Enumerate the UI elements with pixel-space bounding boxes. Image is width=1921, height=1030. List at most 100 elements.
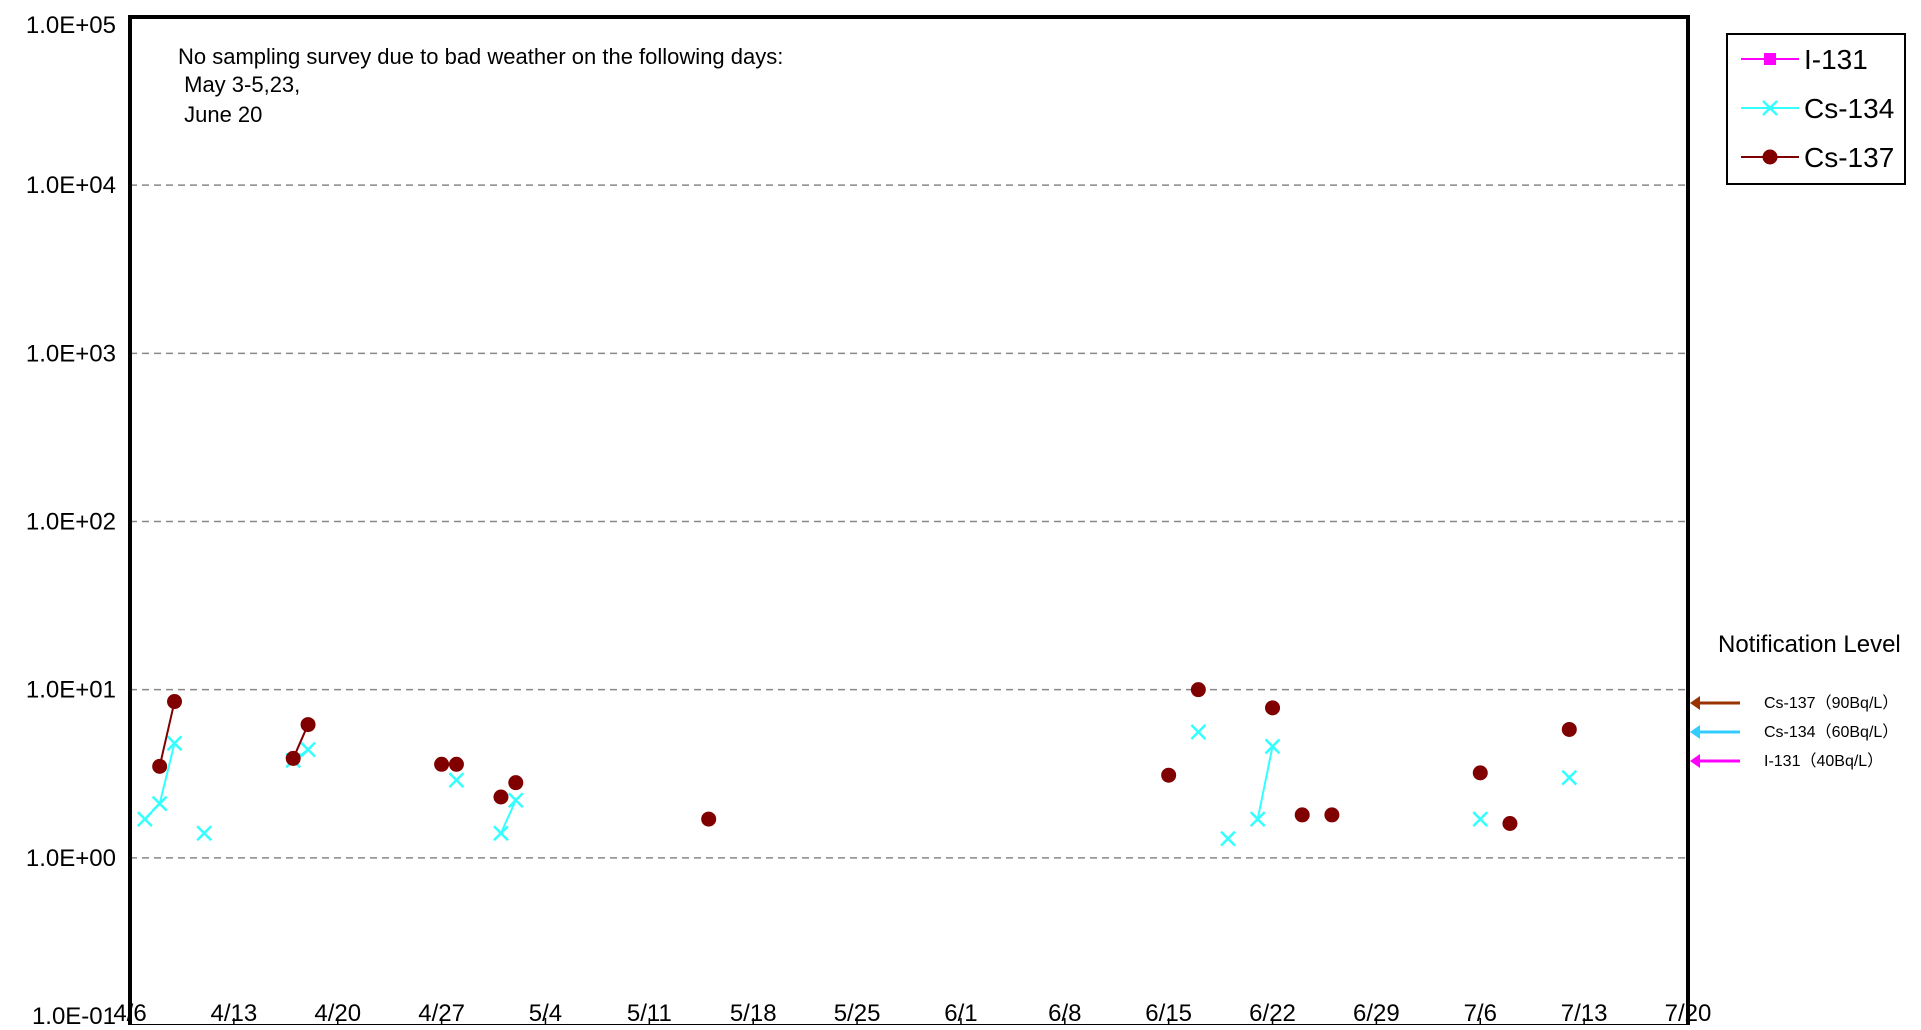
series-cs-134 [136, 724, 1578, 847]
data-point-cs-137 [493, 789, 509, 805]
data-point-cs-134 [166, 735, 183, 752]
data-point-cs-134 [493, 825, 509, 842]
marker-stroke [151, 795, 168, 812]
series-line-cs-134 [144, 743, 176, 820]
data-point-cs-137 [1294, 807, 1310, 823]
data-point-cs-137 [1161, 767, 1177, 783]
y-tick-label: 1.0E+02 [26, 509, 116, 536]
notification-label-cs-137: Cs-137（90Bq/L） [1764, 694, 1898, 712]
data-point-cs-134 [136, 811, 153, 827]
x-tick-label: 6/29 [1353, 1000, 1400, 1025]
data-point-cs-137 [1265, 700, 1281, 716]
series-cs-137 [152, 682, 1577, 832]
x-tick-label: 4/6 [113, 1000, 146, 1025]
x-tick-label: 5/25 [834, 1000, 881, 1025]
series-line-cs-134 [500, 799, 517, 834]
data-point-cs-134 [1249, 811, 1266, 827]
data-point-cs-137 [448, 756, 464, 772]
marker-stroke [1762, 100, 1778, 116]
x-tick-label: 6/15 [1145, 1000, 1192, 1025]
annotation-line-1: No sampling survey due to bad weather on… [178, 44, 783, 69]
legend-label-i-131: I-131 [1804, 44, 1868, 75]
data-point-cs-134 [151, 795, 168, 812]
marker-stroke [1249, 811, 1266, 827]
x-tick-label: 4/27 [418, 1000, 465, 1025]
data-point-cs-137 [701, 811, 717, 827]
legend: I-131 Cs-134 Cs-137 [1726, 33, 1906, 185]
data-point-cs-137 [434, 756, 450, 772]
data-point-cs-134 [1472, 811, 1489, 827]
marker-stroke [493, 825, 509, 842]
x-tick-label: 6/22 [1249, 1000, 1296, 1025]
legend-marker-cs-137 [1762, 149, 1778, 165]
marker-stroke [507, 792, 524, 809]
marker-stroke [1472, 811, 1489, 827]
y-tick-label: 1.0E+03 [26, 340, 116, 367]
x-tick-label: 6/1 [944, 1000, 977, 1025]
data-point-cs-137 [167, 694, 183, 710]
marker-stroke [166, 735, 183, 752]
marker-stroke [300, 741, 316, 758]
x-axis-tick-labels: 4/6 4/13 4/20 4/27 5/4 5/11 5/18 5/25 6/1 6/8 6/15… [113, 1000, 1712, 1027]
notification-levels: Notification Level Cs-137（90Bq/L） Cs-134（6… [1690, 631, 1901, 770]
y-axis-tick-labels: 1.0E-01 1.0E+00 1.0E+01 1.0E+02 1.0E+03 1.0E+… [26, 12, 116, 1030]
notification-level-title: Notification Level [1718, 631, 1901, 658]
x-tick-label: 7/6 [1464, 1000, 1497, 1025]
data-point-cs-137 [1324, 807, 1340, 823]
data-point-cs-134 [1561, 769, 1578, 786]
data-point-cs-134 [300, 741, 316, 758]
series-line-cs-137 [158, 701, 176, 767]
legend-marker-cs-134 [1762, 100, 1778, 116]
notification-arrow-head-cs-134 [1690, 725, 1700, 739]
notification-label-cs-134: Cs-134（60Bq/L） [1764, 723, 1898, 741]
y-tick-label: 1.0E-01 [32, 1003, 116, 1025]
legend-label-cs-137: Cs-137 [1804, 142, 1894, 173]
y-tick-label: 1.0E+04 [26, 172, 116, 199]
marker-stroke [1561, 769, 1578, 786]
y-tick-label: 1.0E+00 [26, 845, 116, 872]
data-point-cs-137 [300, 717, 316, 733]
x-tick-label: 4/13 [211, 1000, 258, 1025]
data-point-cs-137 [285, 750, 301, 766]
data-point-cs-134 [1190, 724, 1207, 740]
grid-lines [130, 184, 1688, 859]
legend-label-cs-134: Cs-134 [1804, 93, 1894, 124]
notification-arrow-head-cs-137 [1690, 696, 1700, 710]
data-point-cs-137 [1472, 765, 1488, 781]
x-tick-label: 6/8 [1048, 1000, 1081, 1025]
x-tick-label: 7/13 [1561, 1000, 1608, 1025]
annotation-line-2: May 3-5,23, [178, 72, 300, 97]
x-tick-label: 5/4 [529, 1000, 562, 1025]
data-series [136, 682, 1578, 847]
data-point-cs-137 [1502, 816, 1518, 832]
marker-stroke [1264, 738, 1281, 755]
notification-arrow-head-i-131 [1690, 754, 1700, 768]
notification-label-i-131: I-131（40Bq/L） [1764, 752, 1883, 770]
data-point-cs-134 [1264, 738, 1281, 755]
data-point-cs-134 [507, 792, 524, 809]
legend-marker-i-131 [1764, 53, 1776, 65]
x-tick-label: 7/20 [1665, 1000, 1712, 1025]
data-point-cs-137 [1190, 682, 1206, 698]
series-line-cs-134 [1256, 746, 1274, 820]
data-point-cs-137 [508, 775, 524, 791]
x-tick-label: 5/18 [730, 1000, 777, 1025]
x-tick-label: 5/11 [627, 1000, 672, 1025]
marker-stroke [196, 825, 213, 842]
annotation-line-3: June 20 [178, 102, 262, 127]
no-sampling-annotation: No sampling survey due to bad weather on… [178, 44, 783, 127]
y-tick-label: 1.0E+01 [26, 677, 116, 704]
x-tick-label: 4/20 [314, 1000, 361, 1025]
y-tick-label: 1.0E+05 [26, 12, 116, 39]
marker-stroke [136, 811, 153, 827]
data-point-cs-134 [1220, 830, 1236, 847]
data-point-cs-137 [1561, 721, 1577, 737]
data-point-cs-134 [196, 825, 213, 842]
marker-stroke [1220, 830, 1236, 847]
marker-stroke [448, 772, 465, 788]
data-point-cs-137 [152, 758, 168, 774]
marker-stroke [1190, 724, 1207, 740]
data-point-cs-134 [448, 772, 465, 788]
